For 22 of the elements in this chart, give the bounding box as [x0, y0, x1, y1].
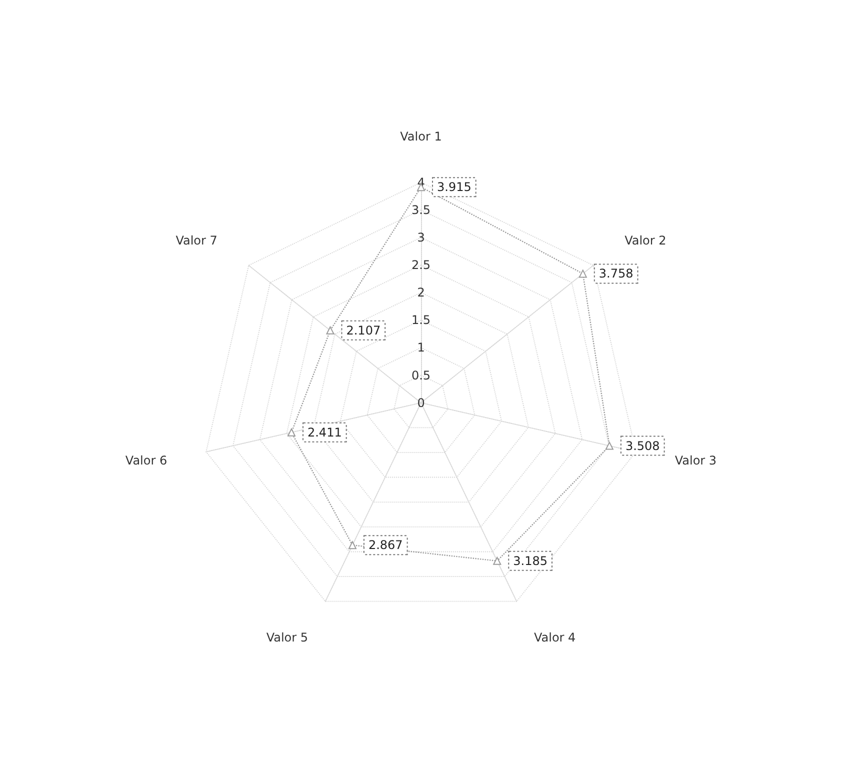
spoke-label: Valor 7 — [176, 233, 218, 248]
spoke-label: Valor 5 — [266, 630, 308, 644]
spoke-label: Valor 3 — [674, 454, 717, 468]
y-tick-label: 2.5 — [411, 258, 431, 272]
y-tick-label: 3 — [417, 230, 425, 244]
y-tick-label: 0.5 — [411, 368, 431, 382]
y-tick-label: 0 — [417, 396, 425, 410]
data-label: 3.915 — [437, 180, 472, 194]
data-label: 3.185 — [513, 554, 548, 568]
spoke-label: Valor 2 — [624, 233, 666, 248]
data-label: 2.411 — [307, 425, 342, 440]
spoke-label: Valor 6 — [125, 454, 168, 468]
data-label: 2.107 — [346, 323, 381, 338]
data-label: 3.508 — [625, 438, 660, 453]
spoke-label: Valor 4 — [534, 630, 576, 644]
y-tick-label: 3.5 — [411, 202, 431, 217]
y-tick-label: 1.5 — [411, 313, 431, 328]
y-tick-label: 1 — [417, 340, 425, 355]
data-label: 2.867 — [368, 538, 403, 552]
spoke-label: Valor 1 — [400, 129, 442, 144]
data-label: 3.758 — [598, 266, 634, 281]
y-tick-label: 2 — [417, 286, 425, 300]
